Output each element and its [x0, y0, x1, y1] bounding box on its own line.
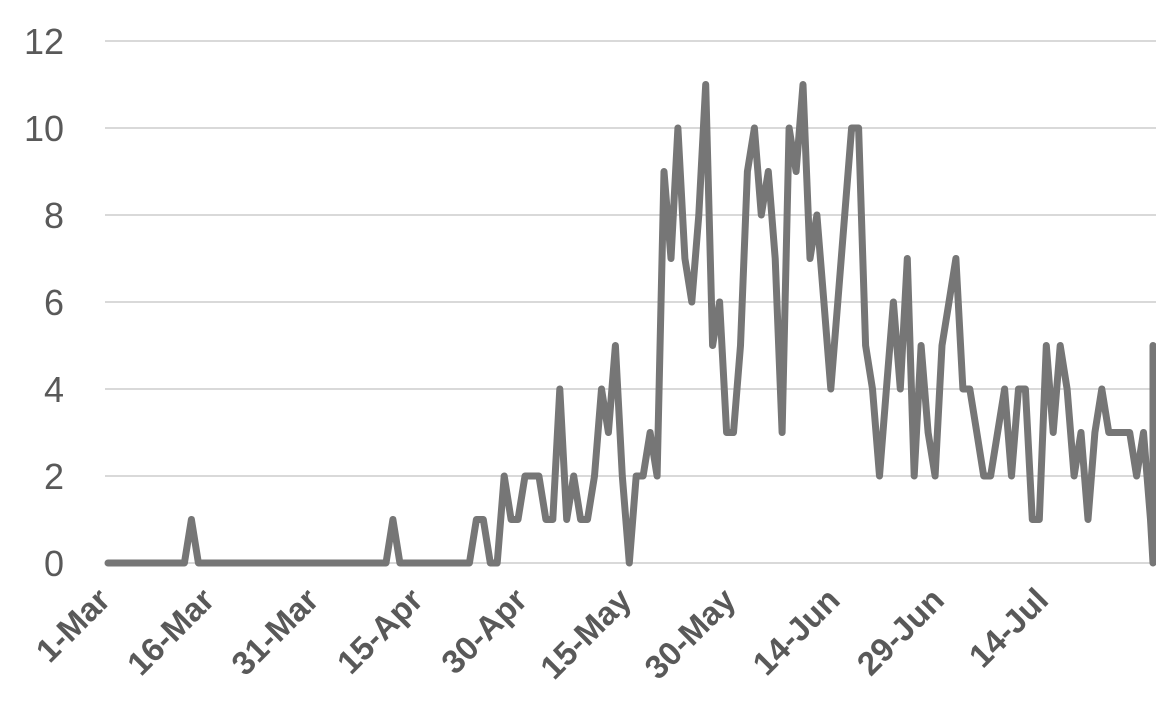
x-tick-label: 16-Mar — [120, 581, 221, 682]
series-layer — [104, 81, 1156, 567]
y-tick-label: 4 — [44, 369, 64, 410]
y-tick-label: 12 — [24, 21, 64, 62]
x-axis-tick-labels: 1-Mar 16-Mar 31-Mar 15-Apr 30-Apr15-May30-Ma… — [29, 580, 1056, 686]
x-tick-label: 30-Apr — [434, 581, 534, 681]
series-line-0 — [104, 81, 1156, 567]
x-tick-label: 29-Jun — [850, 581, 951, 682]
y-tick-label: 2 — [44, 456, 64, 497]
x-tick-label: 14-Jul — [962, 581, 1056, 675]
y-tick-label: 0 — [44, 543, 64, 584]
y-tick-label: 8 — [44, 195, 64, 236]
gridlines — [105, 40, 1156, 564]
x-tick-label: 14-Jun — [745, 581, 846, 682]
x-tick-label: 15-Apr — [330, 581, 430, 681]
y-tick-label: 6 — [44, 282, 64, 323]
x-tick-label: 30-May — [637, 580, 743, 686]
y-axis-tick-labels: 0 2 4 6 8 10 12 — [24, 21, 64, 584]
x-tick-label: 15-May — [533, 580, 639, 686]
x-tick-label: 31-Mar — [224, 581, 325, 682]
x-tick-label: 1-Mar — [29, 581, 118, 670]
y-tick-label: 10 — [24, 108, 64, 149]
